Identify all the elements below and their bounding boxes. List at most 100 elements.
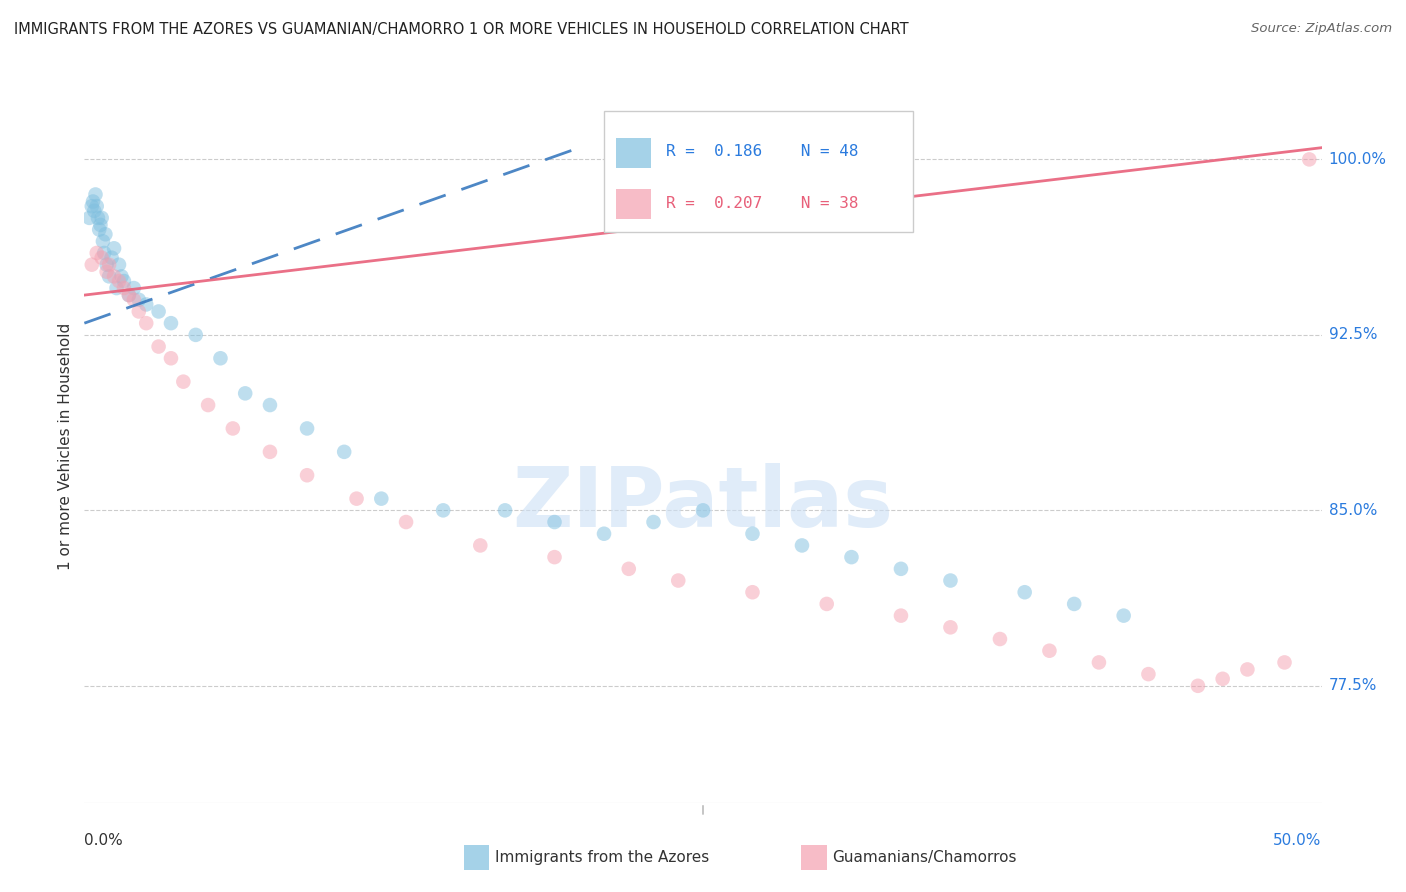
Point: [89, 222, 111, 236]
Point: [148, 340, 170, 354]
Point: [98, 269, 121, 284]
Text: R =  0.207    N = 38: R = 0.207 N = 38: [666, 196, 859, 211]
Point: [617, 562, 640, 576]
Point: [93, 246, 115, 260]
Point: [988, 632, 1011, 646]
Point: [135, 316, 157, 330]
Point: [108, 258, 131, 272]
Point: [122, 281, 145, 295]
Point: [79, 211, 101, 225]
Point: [890, 608, 912, 623]
Point: [1274, 656, 1296, 670]
Point: [222, 421, 245, 435]
Point: [83, 203, 105, 218]
Point: [1187, 679, 1209, 693]
Text: IMMIGRANTS FROM THE AZORES VS GUAMANIAN/CHAMORRO 1 OR MORE VEHICLES IN HOUSEHOLD: IMMIGRANTS FROM THE AZORES VS GUAMANIAN/…: [14, 22, 908, 37]
Point: [543, 515, 565, 529]
Point: [80, 258, 103, 272]
FancyBboxPatch shape: [605, 111, 914, 232]
Point: [432, 503, 454, 517]
Point: [148, 304, 170, 318]
Point: [346, 491, 368, 506]
Point: [1212, 672, 1234, 686]
Point: [122, 293, 145, 307]
Point: [96, 265, 118, 279]
Point: [666, 574, 689, 588]
Text: 0.0%: 0.0%: [84, 833, 124, 848]
Point: [1038, 644, 1060, 658]
Point: [90, 251, 112, 265]
Point: [100, 251, 122, 265]
Point: [815, 597, 838, 611]
Point: [86, 199, 108, 213]
Text: Source: ZipAtlas.com: Source: ZipAtlas.com: [1251, 22, 1392, 36]
Point: [692, 503, 714, 517]
Point: [112, 274, 135, 288]
Point: [1014, 585, 1036, 599]
Point: [96, 258, 118, 272]
Point: [259, 398, 281, 412]
Point: [295, 421, 318, 435]
Text: 77.5%: 77.5%: [1329, 678, 1376, 693]
Point: [494, 503, 516, 517]
Point: [105, 281, 128, 295]
Point: [91, 234, 114, 248]
Point: [790, 538, 813, 552]
Point: [112, 281, 135, 295]
Point: [295, 468, 318, 483]
Text: ZIPatlas: ZIPatlas: [513, 463, 893, 543]
Point: [118, 288, 141, 302]
Point: [741, 526, 763, 541]
Point: [1298, 153, 1320, 167]
Point: [103, 269, 125, 284]
Point: [939, 574, 962, 588]
Point: [1236, 662, 1258, 676]
Point: [110, 269, 132, 284]
Point: [593, 526, 616, 541]
FancyBboxPatch shape: [616, 137, 651, 168]
Text: 92.5%: 92.5%: [1329, 327, 1376, 343]
Point: [172, 375, 194, 389]
Point: [395, 515, 418, 529]
Point: [87, 211, 110, 225]
Point: [1112, 608, 1135, 623]
Point: [128, 293, 150, 307]
Point: [370, 491, 392, 506]
Point: [160, 316, 183, 330]
Text: R =  0.186    N = 48: R = 0.186 N = 48: [666, 145, 859, 160]
Point: [197, 398, 219, 412]
Point: [160, 351, 183, 366]
Point: [233, 386, 256, 401]
Point: [259, 445, 281, 459]
Text: Immigrants from the Azores: Immigrants from the Azores: [495, 850, 709, 864]
Point: [82, 194, 104, 209]
Point: [94, 227, 117, 242]
Point: [543, 550, 565, 565]
Point: [84, 187, 107, 202]
Point: [118, 288, 141, 302]
Text: 50.0%: 50.0%: [1274, 833, 1322, 848]
Point: [135, 297, 157, 311]
Point: [741, 585, 763, 599]
FancyBboxPatch shape: [616, 189, 651, 219]
Point: [90, 211, 112, 225]
Point: [103, 241, 125, 255]
Y-axis label: 1 or more Vehicles in Household: 1 or more Vehicles in Household: [58, 322, 73, 570]
Point: [89, 218, 111, 232]
Point: [470, 538, 492, 552]
Text: Guamanians/Chamorros: Guamanians/Chamorros: [832, 850, 1017, 864]
Point: [1063, 597, 1085, 611]
Point: [98, 258, 121, 272]
Point: [80, 199, 103, 213]
Point: [841, 550, 863, 565]
Point: [108, 274, 131, 288]
Point: [643, 515, 665, 529]
Point: [333, 445, 356, 459]
Point: [184, 327, 207, 342]
Point: [86, 246, 108, 260]
Point: [1088, 656, 1111, 670]
Text: 100.0%: 100.0%: [1329, 152, 1386, 167]
Point: [209, 351, 232, 366]
Text: 85.0%: 85.0%: [1329, 503, 1376, 518]
Point: [128, 304, 150, 318]
